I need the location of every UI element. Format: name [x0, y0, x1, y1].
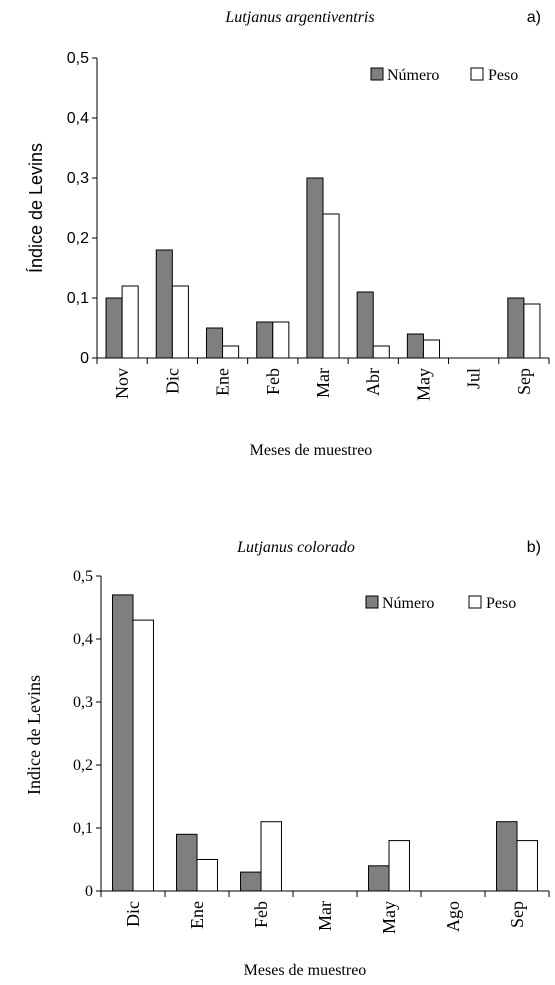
chart-b-legend-swatch-numero — [365, 595, 379, 609]
chart-b-x-axis-title: Meses de muestreo — [244, 962, 367, 979]
chart-a-bar-numero-feb — [256, 321, 274, 359]
chart-a-y-tick-label: 0,4 — [67, 110, 89, 127]
chart-a: Lutjanus argentiventris a) Índice de Lev… — [26, 9, 550, 459]
chart-b-y-tick-label: 0,3 — [73, 694, 93, 711]
chart-b-x-tick-label-may: May — [379, 901, 399, 934]
chart-b-bar-peso-sep — [516, 840, 538, 892]
chart-b-y-tick-label: 0,4 — [73, 631, 93, 648]
chart-a-axes: 0 0,1 0,2 0,3 0,4 0,5 Nov Dic Ene Feb Mar Abr May Jul… — [67, 50, 550, 401]
chart-a-y-tick-label: 0,2 — [67, 230, 89, 247]
chart-a-legend-swatch-peso — [470, 67, 484, 81]
chart-b-bar-peso-ene — [196, 859, 218, 892]
chart-b-bar-numero-feb — [240, 871, 262, 892]
chart-a-bar-peso-feb — [272, 321, 290, 359]
chart-b-x-tick-label-feb: Feb — [251, 901, 271, 928]
chart-b-title: Lutjanus colorado — [236, 539, 355, 556]
chart-a-bar-numero-mar — [306, 177, 324, 359]
chart-b-y-tick-label: 0,1 — [73, 820, 93, 837]
chart-a-y-tick-label: 0,5 — [67, 50, 89, 67]
chart-b-bar-numero-sep — [496, 821, 518, 892]
chart-b-x-tick-label-sep: Sep — [507, 901, 527, 928]
chart-b-bar-numero-dic — [112, 594, 134, 892]
chart-a-y-axis-title: Índice de Levins — [26, 143, 46, 273]
chart-a-x-tick-label-mar: Mar — [313, 368, 333, 398]
chart-a-legend-label-numero: Número — [387, 67, 439, 84]
chart-a-bar-numero-sep — [507, 297, 525, 359]
chart-a-bar-numero-ene — [205, 327, 224, 359]
chart-b-x-tick-label-mar: Mar — [315, 901, 335, 931]
chart-b-bar-numero-may — [368, 865, 390, 892]
chart-a-x-tick-label-sep: Sep — [514, 368, 534, 395]
chart-b-panel-label: b) — [527, 539, 541, 556]
chart-a-legend-label-peso: Peso — [488, 67, 518, 84]
chart-b-legend-label-numero: Número — [382, 595, 434, 612]
chart-b-x-tick-label-ene: Ene — [187, 901, 207, 929]
chart-a-y-tick-label: 0 — [80, 350, 89, 367]
chart-a-legend-swatch-numero — [370, 67, 384, 81]
chart-b-legend-label-peso: Peso — [486, 595, 516, 612]
chart-a-bar-peso-nov — [121, 285, 139, 359]
chart-b-bar-peso-may — [388, 840, 410, 892]
chart-b-bars — [112, 594, 538, 892]
chart-a-legend: Número Peso — [370, 67, 518, 84]
chart-a-x-tick-label-feb: Feb — [263, 368, 283, 395]
chart-a-x-tick-label-dic: Dic — [162, 368, 182, 394]
chart-a-bar-peso-ene — [222, 345, 240, 359]
chart-a-x-tick-label-abr: Abr — [363, 368, 383, 396]
chart-b-legend-swatch-peso — [468, 595, 482, 609]
chart-a-x-tick-label-ene: Ene — [213, 368, 233, 396]
chart-a-title: Lutjanus argentiventris — [224, 9, 374, 26]
chart-a-x-axis-title: Meses de muestreo — [250, 442, 373, 459]
chart-b-y-tick-label: 0,5 — [73, 568, 93, 585]
chart-b-axes: 0 0,1 0,2 0,3 0,4 0,5 Dic Ene Feb Mar May Ago Sep — [73, 568, 550, 934]
chart-b-y-axis-title: Indice de Levins — [24, 675, 44, 795]
chart-a-bar-peso-dic — [171, 285, 189, 359]
chart-b-x-tick-label-dic: Dic — [123, 901, 143, 927]
chart-a-bar-numero-nov — [105, 297, 123, 359]
chart-a-x-tick-label-nov: Nov — [112, 368, 132, 399]
chart-b-bar-peso-dic — [132, 619, 154, 892]
chart-b-bar-numero-ene — [176, 833, 198, 892]
chart-a-panel-label: a) — [527, 9, 541, 26]
chart-a-x-tick-label-jul: Jul — [464, 368, 484, 389]
chart-b-legend: Número Peso — [365, 595, 516, 612]
chart-a-bars — [105, 177, 541, 359]
chart-a-y-tick-label: 0,1 — [67, 290, 89, 307]
chart-b-bar-peso-feb — [260, 821, 282, 892]
chart-b-y-tick-label: 0 — [85, 883, 93, 900]
chart-a-bar-numero-dic — [155, 249, 173, 359]
chart-a-x-tick-label-may: May — [413, 368, 433, 401]
chart-a-bar-peso-may — [422, 339, 441, 359]
chart-b-y-tick-label: 0,2 — [73, 757, 93, 774]
chart-a-y-tick-label: 0,3 — [67, 170, 89, 187]
chart-a-bar-peso-sep — [523, 303, 541, 359]
chart-b-x-tick-label-ago: Ago — [443, 901, 463, 932]
chart-a-bar-numero-may — [406, 333, 424, 359]
chart-b: Lutjanus colorado b) Indice de Levins Me… — [24, 539, 550, 979]
chart-a-bar-numero-abr — [356, 291, 374, 359]
chart-a-bar-peso-abr — [372, 345, 390, 359]
chart-a-bar-peso-mar — [322, 213, 340, 359]
